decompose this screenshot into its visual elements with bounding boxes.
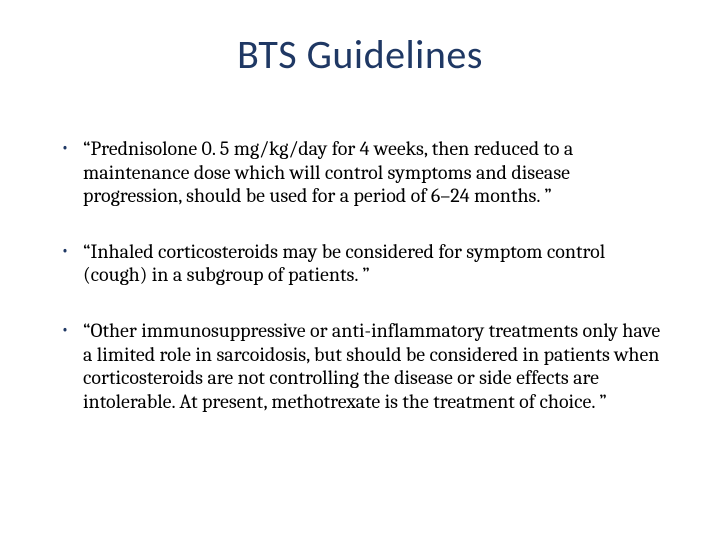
bullet-text: “Prednisolone 0. 5 mg/kg/day for 4 weeks… [83,137,573,207]
bullet-text: “Other immunosuppressive or anti-inflamm… [83,319,660,413]
list-item: “Inhaled corticosteroids may be consider… [55,240,665,287]
bullet-text: “Inhaled corticosteroids may be consider… [83,240,605,287]
slide-title: BTS Guidelines [55,30,665,79]
list-item: “Other immunosuppressive or anti-inflamm… [55,319,665,413]
slide: BTS Guidelines “Prednisolone 0. 5 mg/kg/… [0,0,720,540]
list-item: “Prednisolone 0. 5 mg/kg/day for 4 weeks… [55,137,665,208]
bullet-list: “Prednisolone 0. 5 mg/kg/day for 4 weeks… [55,137,665,413]
